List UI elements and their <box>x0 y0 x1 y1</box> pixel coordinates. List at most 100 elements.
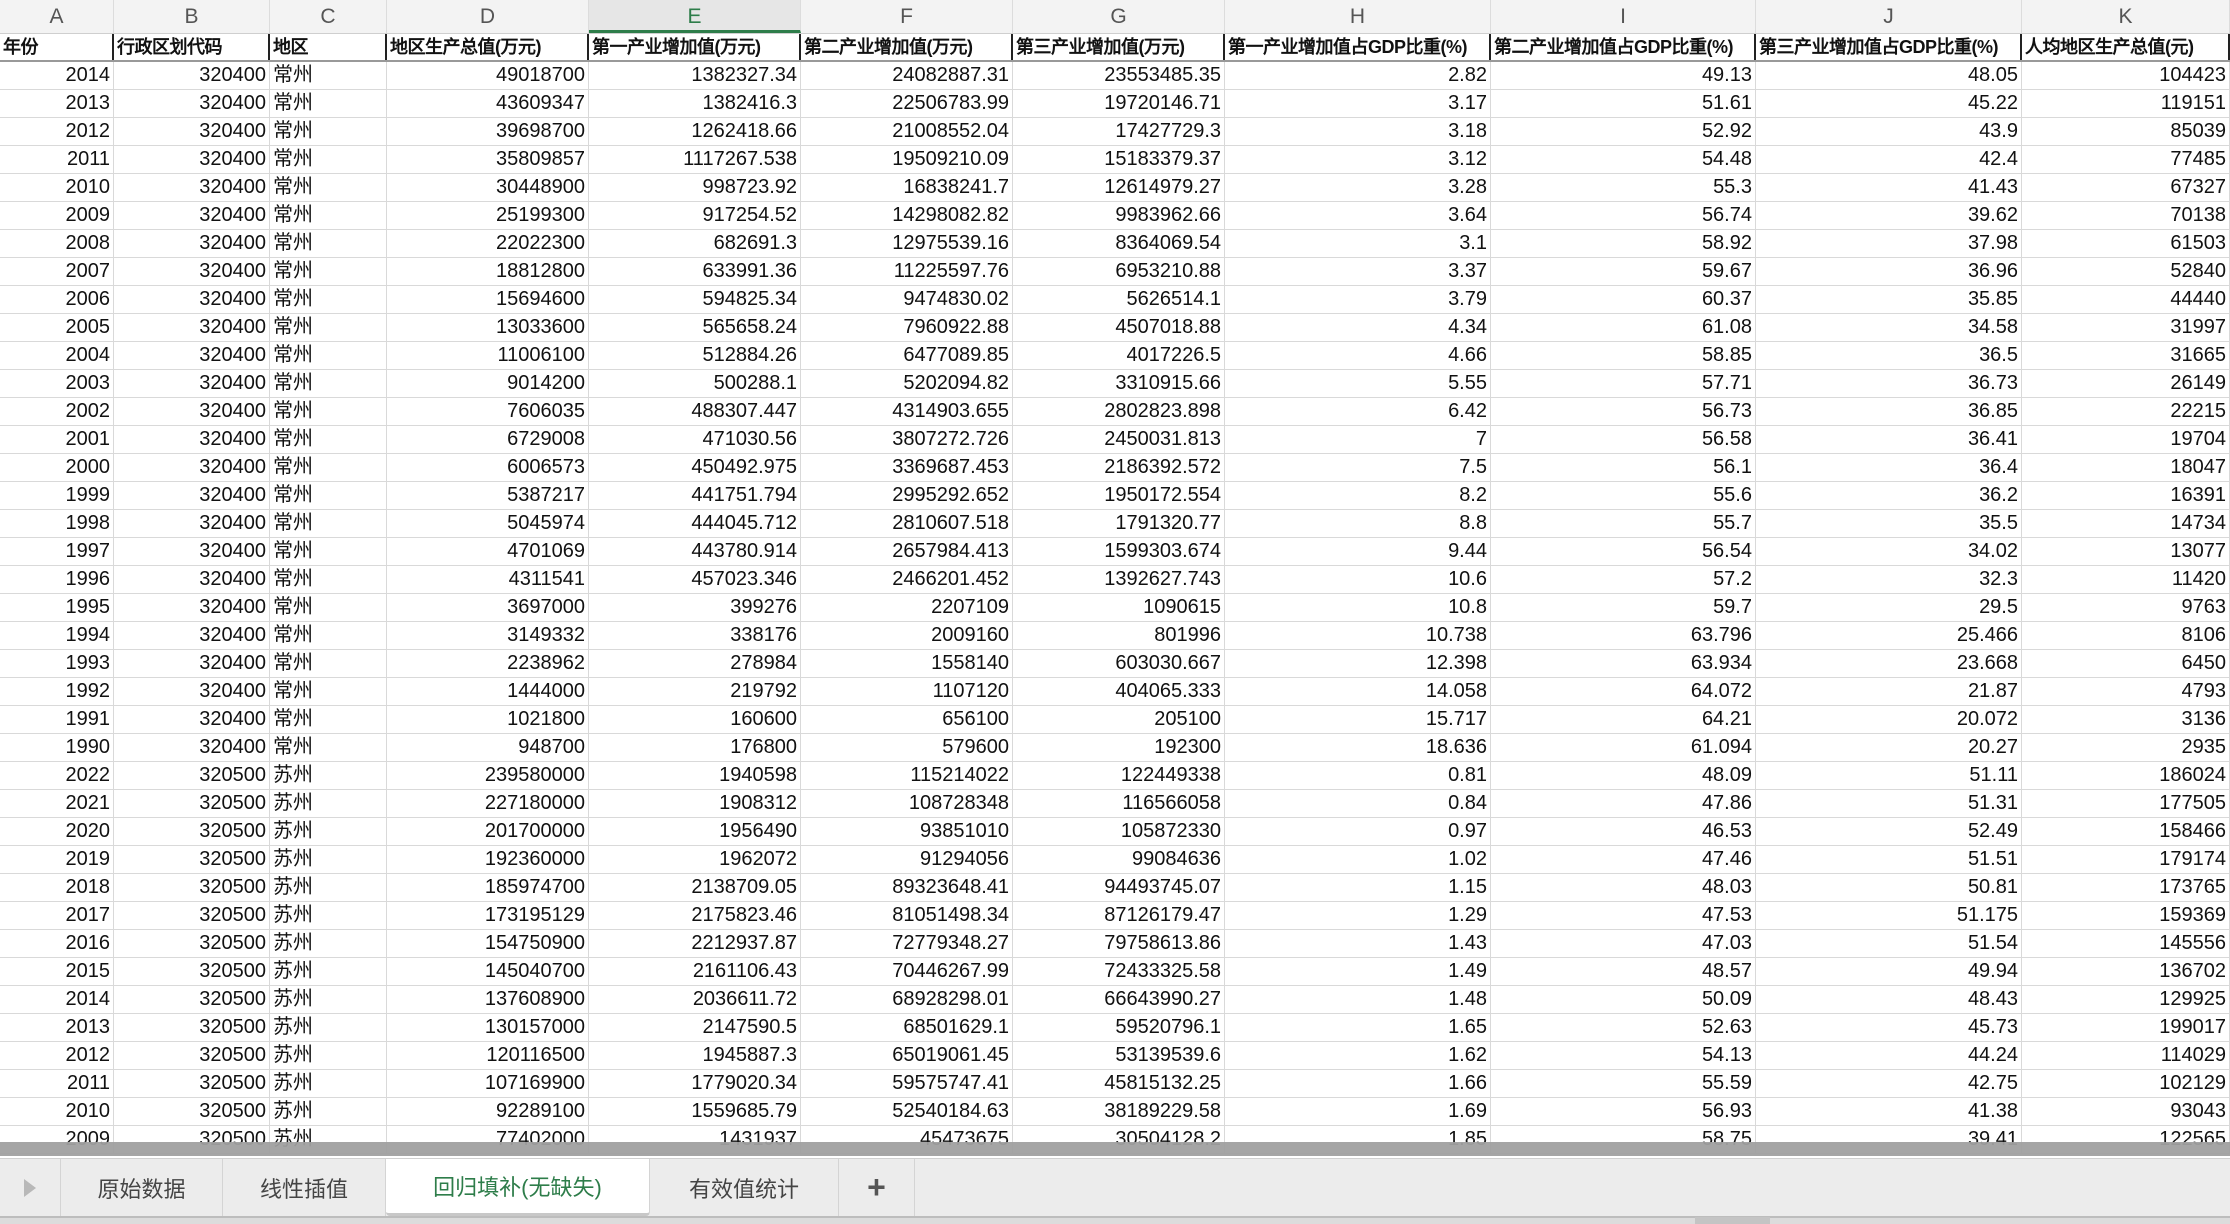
column-letter-B[interactable]: B <box>114 0 270 33</box>
table-cell[interactable]: 1992 <box>0 678 114 705</box>
table-cell[interactable]: 34.02 <box>1756 538 2022 565</box>
column-letter-H[interactable]: H <box>1225 0 1491 33</box>
table-cell[interactable]: 5387217 <box>387 482 589 509</box>
table-cell[interactable]: 278984 <box>589 650 801 677</box>
table-cell[interactable]: 154750900 <box>387 930 589 957</box>
table-cell[interactable]: 2016 <box>0 930 114 957</box>
table-cell[interactable]: 3.79 <box>1225 286 1491 313</box>
table-cell[interactable]: 54.48 <box>1491 146 1756 173</box>
table-cell[interactable]: 399276 <box>589 594 801 621</box>
table-cell[interactable]: 13033600 <box>387 314 589 341</box>
table-cell[interactable]: 30448900 <box>387 174 589 201</box>
table-cell[interactable]: 15183379.37 <box>1013 146 1225 173</box>
table-cell[interactable]: 2004 <box>0 342 114 369</box>
table-cell[interactable]: 1559685.79 <box>589 1098 801 1125</box>
table-cell[interactable]: 常州 <box>270 706 387 733</box>
table-cell[interactable]: 23553485.35 <box>1013 62 1225 89</box>
table-cell[interactable]: 122449338 <box>1013 762 1225 789</box>
table-cell[interactable]: 19704 <box>2022 426 2230 453</box>
table-cell[interactable]: 603030.667 <box>1013 650 1225 677</box>
table-cell[interactable]: 2013 <box>0 1014 114 1041</box>
table-cell[interactable]: 239580000 <box>387 762 589 789</box>
column-letter-A[interactable]: A <box>0 0 114 33</box>
table-cell[interactable]: 18047 <box>2022 454 2230 481</box>
table-cell[interactable]: 948700 <box>387 734 589 761</box>
table-cell[interactable]: 56.1 <box>1491 454 1756 481</box>
table-cell[interactable]: 488307.447 <box>589 398 801 425</box>
header-cell[interactable]: 第二产业增加值(万元) <box>801 34 1013 60</box>
table-cell[interactable]: 31997 <box>2022 314 2230 341</box>
table-cell[interactable]: 51.11 <box>1756 762 2022 789</box>
table-cell[interactable]: 130157000 <box>387 1014 589 1041</box>
table-cell[interactable]: 49018700 <box>387 62 589 89</box>
table-cell[interactable]: 2015 <box>0 958 114 985</box>
table-cell[interactable]: 2161106.43 <box>589 958 801 985</box>
table-cell[interactable]: 19509210.09 <box>801 146 1013 173</box>
table-cell[interactable]: 512884.26 <box>589 342 801 369</box>
table-cell[interactable]: 1599303.674 <box>1013 538 1225 565</box>
header-cell[interactable]: 第三产业增加值占GDP比重(%) <box>1756 34 2022 60</box>
table-cell[interactable]: 52.49 <box>1756 818 2022 845</box>
table-cell[interactable]: 2009160 <box>801 622 1013 649</box>
header-cell[interactable]: 地区 <box>270 34 387 60</box>
table-cell[interactable]: 682691.3 <box>589 230 801 257</box>
table-cell[interactable]: 2018 <box>0 874 114 901</box>
sheet-tab-original[interactable]: 原始数据 <box>61 1159 223 1216</box>
table-cell[interactable]: 47.86 <box>1491 790 1756 817</box>
header-cell[interactable]: 行政区划代码 <box>114 34 270 60</box>
table-cell[interactable]: 92289100 <box>387 1098 589 1125</box>
table-cell[interactable]: 3310915.66 <box>1013 370 1225 397</box>
pane-splitter[interactable] <box>0 1142 2230 1156</box>
table-cell[interactable]: 47.46 <box>1491 846 1756 873</box>
table-cell[interactable]: 39.62 <box>1756 202 2022 229</box>
table-cell[interactable]: 12975539.16 <box>801 230 1013 257</box>
table-cell[interactable]: 苏州 <box>270 874 387 901</box>
table-cell[interactable]: 1.15 <box>1225 874 1491 901</box>
table-cell[interactable]: 102129 <box>2022 1070 2230 1097</box>
table-cell[interactable]: 579600 <box>801 734 1013 761</box>
table-cell[interactable]: 16838241.7 <box>801 174 1013 201</box>
table-cell[interactable]: 457023.346 <box>589 566 801 593</box>
table-cell[interactable]: 59.7 <box>1491 594 1756 621</box>
table-cell[interactable]: 58.85 <box>1491 342 1756 369</box>
table-cell[interactable]: 320500 <box>114 790 270 817</box>
table-cell[interactable]: 137608900 <box>387 986 589 1013</box>
table-cell[interactable]: 2175823.46 <box>589 902 801 929</box>
table-cell[interactable]: 7960922.88 <box>801 314 1013 341</box>
table-cell[interactable]: 35.85 <box>1756 286 2022 313</box>
table-cell[interactable]: 38189229.58 <box>1013 1098 1225 1125</box>
table-cell[interactable]: 2036611.72 <box>589 986 801 1013</box>
table-cell[interactable]: 9983962.66 <box>1013 202 1225 229</box>
table-cell[interactable]: 22506783.99 <box>801 90 1013 117</box>
table-cell[interactable]: 176800 <box>589 734 801 761</box>
table-cell[interactable]: 67327 <box>2022 174 2230 201</box>
table-cell[interactable]: 99084636 <box>1013 846 1225 873</box>
table-cell[interactable]: 3.64 <box>1225 202 1491 229</box>
table-cell[interactable]: 4507018.88 <box>1013 314 1225 341</box>
table-cell[interactable]: 55.59 <box>1491 1070 1756 1097</box>
table-cell[interactable]: 1.02 <box>1225 846 1491 873</box>
table-cell[interactable]: 320400 <box>114 398 270 425</box>
table-cell[interactable]: 常州 <box>270 146 387 173</box>
table-cell[interactable]: 2935 <box>2022 734 2230 761</box>
table-cell[interactable]: 15694600 <box>387 286 589 313</box>
table-cell[interactable]: 1.48 <box>1225 986 1491 1013</box>
table-cell[interactable]: 3369687.453 <box>801 454 1013 481</box>
table-cell[interactable]: 136702 <box>2022 958 2230 985</box>
table-cell[interactable]: 51.51 <box>1756 846 2022 873</box>
table-cell[interactable]: 68928298.01 <box>801 986 1013 1013</box>
table-cell[interactable]: 320400 <box>114 650 270 677</box>
table-cell[interactable]: 320500 <box>114 818 270 845</box>
table-cell[interactable]: 5045974 <box>387 510 589 537</box>
table-cell[interactable]: 115214022 <box>801 762 1013 789</box>
table-cell[interactable]: 108728348 <box>801 790 1013 817</box>
table-cell[interactable]: 苏州 <box>270 930 387 957</box>
table-cell[interactable]: 苏州 <box>270 1042 387 1069</box>
table-cell[interactable]: 1990 <box>0 734 114 761</box>
table-cell[interactable]: 500288.1 <box>589 370 801 397</box>
table-cell[interactable]: 48.03 <box>1491 874 1756 901</box>
table-cell[interactable]: 56.93 <box>1491 1098 1756 1125</box>
table-cell[interactable]: 11420 <box>2022 566 2230 593</box>
table-cell[interactable]: 160600 <box>589 706 801 733</box>
